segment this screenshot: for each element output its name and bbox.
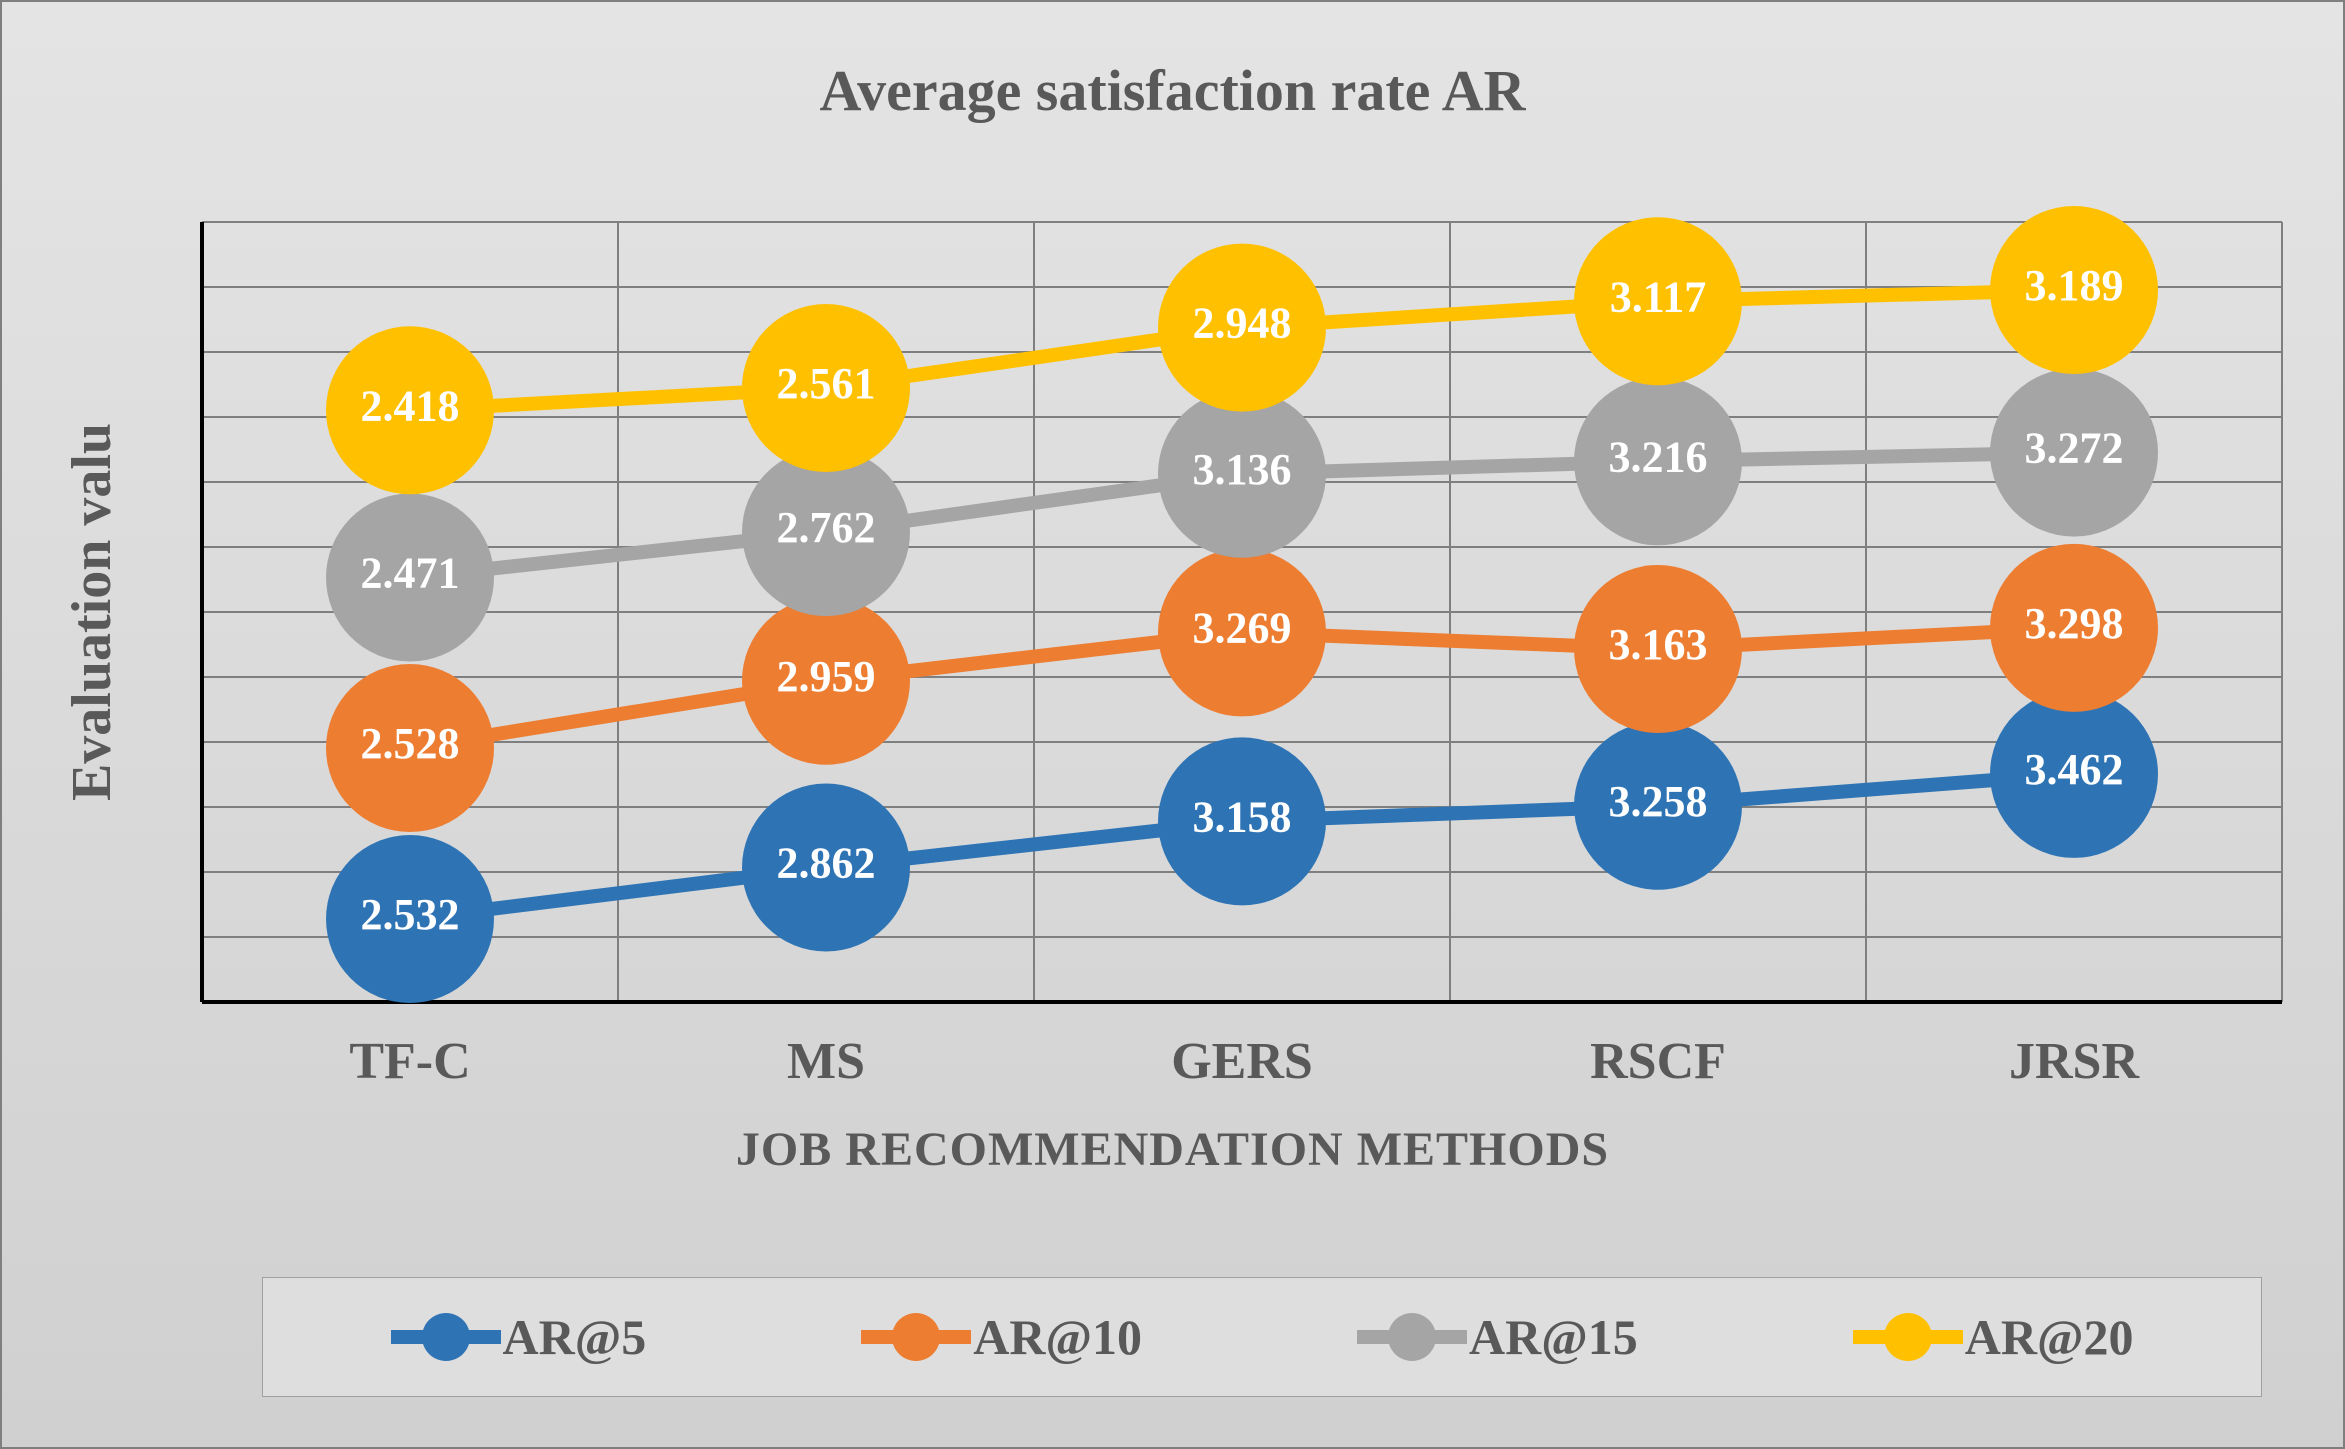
data-point-label: 2.959 xyxy=(777,652,876,701)
y-axis-label: Evaluation valu xyxy=(60,423,124,801)
x-tick-label: JRSR xyxy=(2009,1032,2139,1091)
legend-label: AR@20 xyxy=(1965,1308,2134,1366)
x-tick-label: TF-C xyxy=(349,1032,470,1091)
legend-swatch xyxy=(1853,1310,1963,1364)
x-tick-label: MS xyxy=(787,1032,865,1091)
data-point-label: 3.117 xyxy=(1610,272,1707,321)
data-point-label: 3.189 xyxy=(2025,261,2124,310)
plot-area: 2.532 2.862 3.158 3.258 3.462 2.528 2.959 3.269… xyxy=(202,222,2282,1002)
data-point-label: 2.762 xyxy=(777,503,876,552)
chart-frame: Average satisfaction rate AR 2.532 2.862 3… xyxy=(0,0,2345,1449)
data-point-label: 2.532 xyxy=(361,890,460,939)
data-point-label: 3.258 xyxy=(1609,777,1708,826)
data-point-label: 2.862 xyxy=(777,839,876,888)
data-point-label: 3.298 xyxy=(2025,599,2124,648)
legend-swatch xyxy=(861,1310,971,1364)
legend-item: AR@5 xyxy=(391,1308,647,1366)
legend-swatch xyxy=(1357,1310,1467,1364)
data-point-label: 2.948 xyxy=(1193,299,1292,348)
data-point-label: 2.418 xyxy=(361,381,460,430)
legend-label: AR@10 xyxy=(973,1308,1142,1366)
legend-label: AR@15 xyxy=(1469,1308,1638,1366)
legend-item: AR@20 xyxy=(1853,1308,2134,1366)
legend-item: AR@15 xyxy=(1357,1308,1638,1366)
x-tick-label: GERS xyxy=(1171,1032,1313,1091)
data-point-label: 3.272 xyxy=(2025,424,2124,473)
data-point-label: 3.163 xyxy=(1609,620,1708,669)
x-axis-label: JOB RECOMMENDATION METHODS xyxy=(736,1122,1609,1177)
x-tick-label: RSCF xyxy=(1590,1032,1726,1091)
legend-label: AR@5 xyxy=(503,1308,647,1366)
data-point-label: 3.158 xyxy=(1193,792,1292,841)
data-point-label: 3.269 xyxy=(1193,604,1292,653)
legend-item: AR@10 xyxy=(861,1308,1142,1366)
data-point-label: 2.528 xyxy=(361,719,460,768)
data-point-label: 3.462 xyxy=(2025,745,2124,794)
data-point-label: 2.561 xyxy=(777,359,876,408)
data-point-label: 3.136 xyxy=(1193,445,1292,494)
data-point-label: 3.216 xyxy=(1609,432,1708,481)
legend: AR@5 AR@10 AR@15 AR@20 xyxy=(262,1277,2262,1397)
legend-swatch xyxy=(391,1310,501,1364)
chart-title: Average satisfaction rate AR xyxy=(2,2,2343,124)
data-point-label: 2.471 xyxy=(361,549,460,598)
